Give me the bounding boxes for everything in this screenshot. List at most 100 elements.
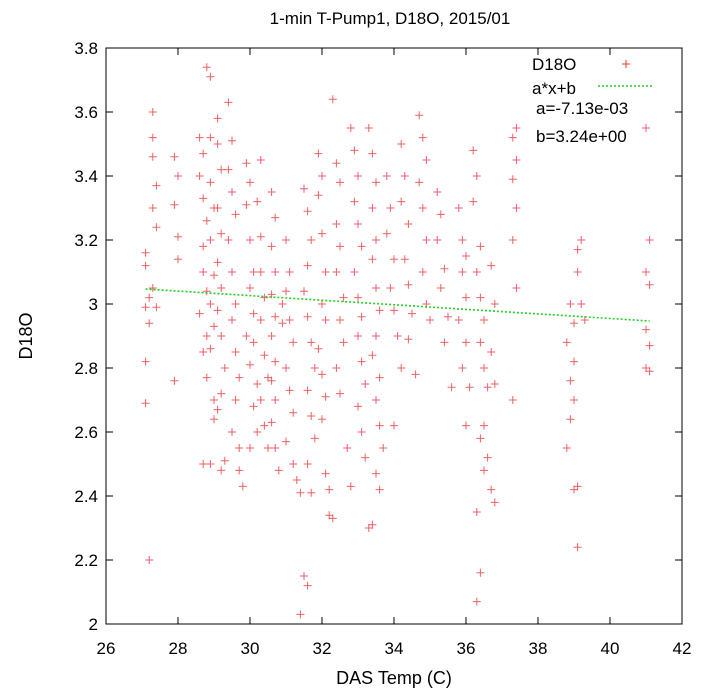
legend-label-d18o: D18O <box>532 55 576 74</box>
data-point <box>368 520 377 529</box>
data-point <box>476 568 485 577</box>
data-point <box>213 204 222 212</box>
data-point <box>199 268 208 276</box>
data-point <box>213 140 222 148</box>
data-point <box>508 236 517 244</box>
data-point <box>472 172 481 180</box>
data-point <box>375 421 384 430</box>
data-point <box>235 373 244 382</box>
data-point <box>199 242 208 251</box>
data-point <box>307 488 316 497</box>
data-point <box>480 421 488 430</box>
data-point <box>224 98 233 107</box>
y-tick-label: 3.2 <box>74 231 98 250</box>
data-point <box>458 268 467 276</box>
data-point <box>267 332 276 340</box>
x-tick-label: 42 <box>673 639 692 658</box>
data-point <box>213 306 222 315</box>
data-point <box>235 466 244 475</box>
data-point <box>249 402 258 411</box>
data-point <box>231 300 240 308</box>
data-point <box>368 204 377 212</box>
data-point <box>404 335 413 344</box>
data-point <box>303 261 312 270</box>
data-point <box>480 364 488 372</box>
data-point <box>202 63 211 72</box>
data-point <box>476 338 485 347</box>
data-point <box>390 306 398 315</box>
data-point <box>390 255 398 264</box>
data-point <box>400 255 409 264</box>
data-point <box>642 325 650 334</box>
data-point <box>570 357 578 366</box>
data-point <box>476 293 485 302</box>
data-point <box>202 287 211 296</box>
data-point <box>336 242 344 251</box>
data-point <box>202 216 211 225</box>
data-point <box>357 428 366 436</box>
data-point <box>174 232 182 241</box>
data-point <box>361 453 370 462</box>
data-point <box>397 364 406 372</box>
data-point <box>148 204 157 212</box>
fit-line <box>145 288 650 322</box>
data-point <box>512 204 521 212</box>
data-point <box>256 396 265 404</box>
data-point <box>393 332 402 340</box>
data-point <box>289 408 298 417</box>
data-point <box>314 149 323 158</box>
data-point <box>321 469 330 478</box>
data-point <box>325 485 334 494</box>
data-point <box>321 392 330 401</box>
data-point <box>422 236 431 244</box>
data-point <box>314 191 323 200</box>
data-point <box>372 284 380 292</box>
data-point <box>274 466 283 475</box>
data-point <box>174 172 182 180</box>
data-point <box>336 389 344 398</box>
data-point <box>217 332 226 340</box>
data-point <box>148 108 157 116</box>
data-point <box>472 597 481 606</box>
data-point <box>476 434 485 443</box>
data-point <box>249 268 258 276</box>
data-point <box>642 364 650 372</box>
data-point <box>480 316 488 324</box>
data-point <box>566 300 575 308</box>
data-point <box>440 264 449 273</box>
fit-line-layer <box>145 288 650 322</box>
data-point <box>141 248 150 257</box>
data-point <box>235 444 244 452</box>
data-point <box>210 415 218 424</box>
data-point <box>271 268 280 276</box>
data-point <box>199 348 208 356</box>
data-point <box>296 610 305 619</box>
data-point <box>462 421 470 430</box>
data-point <box>300 184 308 193</box>
data-point <box>300 287 308 296</box>
data-point <box>195 172 204 180</box>
data-point <box>465 383 474 392</box>
data-point <box>645 341 654 350</box>
data-point <box>271 357 280 366</box>
data-point <box>350 146 359 155</box>
data-point <box>372 178 380 187</box>
data-point <box>217 229 226 238</box>
legend-label-fit: a*x+b <box>532 79 576 98</box>
data-point <box>328 95 337 104</box>
data-point <box>303 386 312 395</box>
y-tick-label: 3.4 <box>74 167 98 186</box>
data-point <box>246 360 254 369</box>
data-point <box>318 172 326 180</box>
data-point <box>278 300 287 308</box>
data-point <box>148 284 157 292</box>
data-point <box>310 364 319 372</box>
data-point <box>314 344 323 353</box>
data-point <box>508 396 517 404</box>
data-point <box>512 284 521 292</box>
data-point <box>408 309 416 318</box>
data-point <box>202 332 211 340</box>
data-point <box>354 220 362 228</box>
data-point <box>642 268 650 276</box>
data-point <box>577 300 586 308</box>
